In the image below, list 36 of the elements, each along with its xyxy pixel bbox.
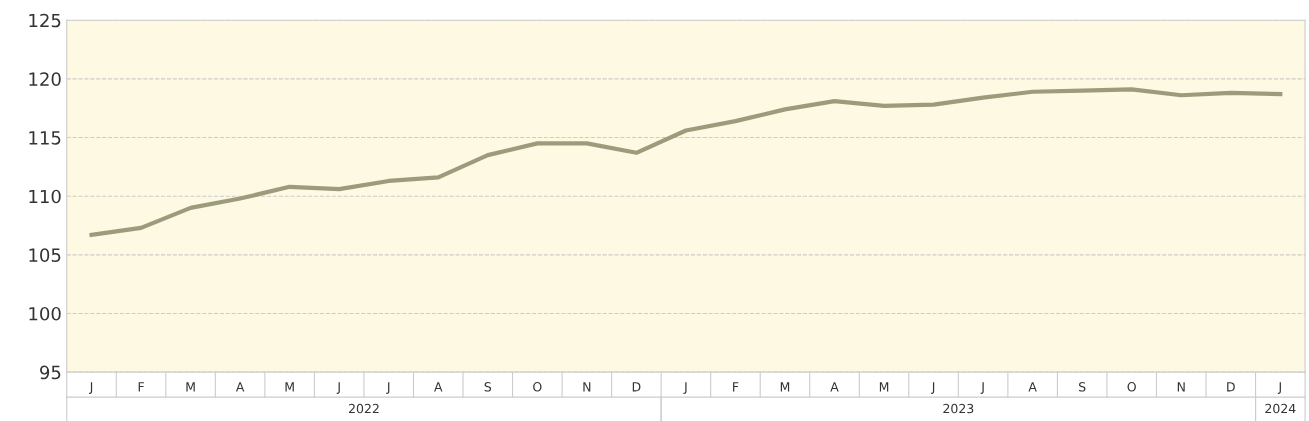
x-tick-label: J	[683, 382, 687, 394]
y-tick-label: 105	[29, 248, 61, 262]
x-tick-label: M	[879, 382, 889, 392]
x-tick-label: J	[89, 382, 93, 394]
text: 2024	[1265, 403, 1296, 414]
x-tick-label: M	[186, 382, 195, 392]
x-tick-label: S	[484, 382, 492, 392]
x-tick-label: J	[931, 382, 935, 394]
y-tick-label: 110	[29, 189, 61, 204]
x-tick-label: J	[386, 382, 390, 394]
y-tick-label: 125	[29, 13, 61, 28]
x-tick-label: M	[780, 382, 790, 392]
text: 2023	[943, 403, 974, 414]
x-tick-label: J	[980, 382, 984, 394]
line-series	[89, 87, 1283, 237]
x-tick-label: S	[1079, 382, 1086, 392]
x-tick-label: J	[336, 382, 340, 394]
x-tick-label: A	[434, 382, 443, 392]
y-tick-label: 120	[29, 72, 61, 86]
x-tick-label: D	[632, 382, 641, 392]
x-tick-label: D	[1227, 382, 1235, 392]
y-tick-label: 100	[29, 306, 61, 321]
x-tick-label: N	[1177, 382, 1185, 392]
x-tick-label: J	[1277, 382, 1281, 394]
x-tick-label: M	[285, 382, 294, 392]
x-tick-label: F	[138, 382, 144, 392]
text: 2022	[348, 403, 379, 414]
x-tick-label: F	[733, 382, 739, 392]
y-tick-label: 115	[29, 131, 61, 145]
y-tick-label: 95	[40, 365, 61, 380]
x-tick-label: A	[1028, 382, 1037, 392]
x-tick-label: A	[235, 382, 245, 392]
x-tick-label: N	[583, 382, 591, 392]
x-tick-label: O	[1127, 382, 1136, 392]
x-tick-label: A	[830, 382, 839, 392]
x-tick-label: O	[533, 382, 542, 392]
